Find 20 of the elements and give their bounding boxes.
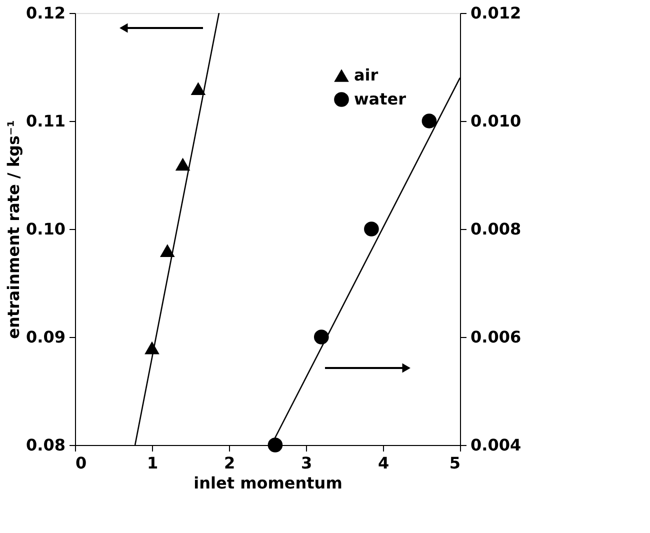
y-axis-title: entrainment rate / kgs⁻¹ (4, 120, 24, 339)
y2-tick-label: 0.012 (470, 4, 522, 22)
x-tick-label: 3 (300, 454, 312, 472)
y-tick-label: 0.10 (26, 220, 66, 238)
y-tick-label: 0.08 (26, 436, 66, 454)
x-tick-label: 4 (378, 454, 390, 472)
y2-tick-label: 0.008 (470, 220, 522, 238)
x-tick-label: 5 (449, 454, 460, 472)
y-tick-label: 0.12 (26, 4, 66, 22)
y-tick-label: 0.11 (26, 112, 66, 130)
y-tick-label: 0.09 (26, 328, 66, 346)
y2-tick-label: 0.010 (470, 112, 522, 130)
y2-tick-label: 0.004 (470, 436, 522, 454)
x-axis-title: inlet momentum (194, 474, 342, 492)
x-tick-label: 0 (76, 454, 87, 472)
legend-label: air (354, 66, 378, 84)
x-tick-label: 2 (224, 454, 236, 472)
x-tick-label: 1 (146, 454, 158, 472)
legend-label: water (354, 90, 406, 108)
y2-tick-label: 0.006 (470, 328, 522, 346)
